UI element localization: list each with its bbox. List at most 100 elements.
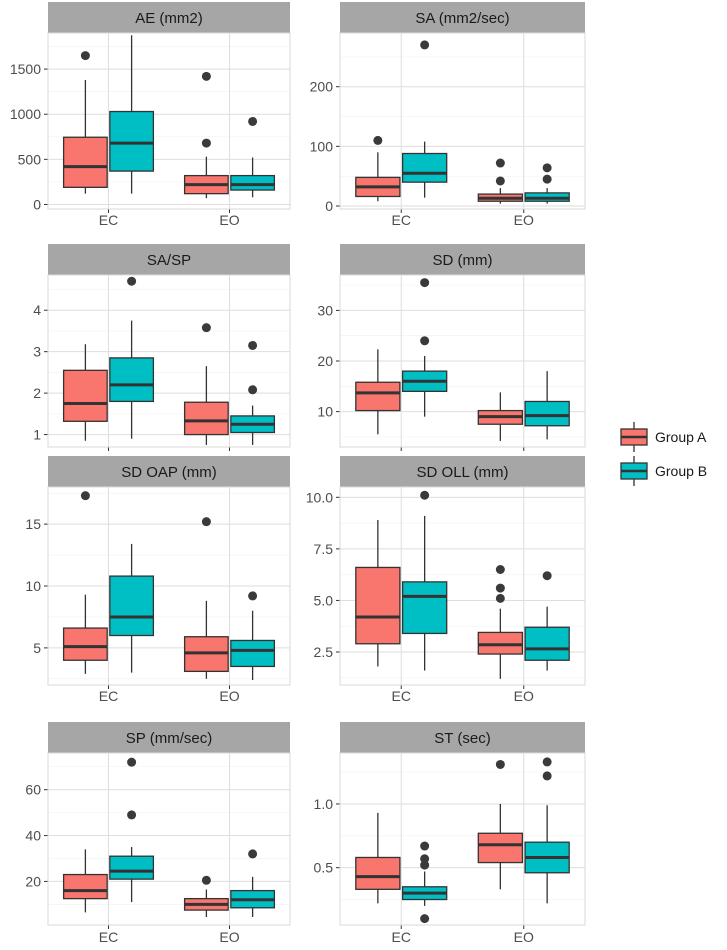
outlier-point — [542, 771, 552, 781]
outlier-point — [542, 163, 552, 173]
legend-label: Group B — [655, 463, 707, 479]
panel-strip — [340, 244, 585, 275]
outlier-point — [495, 176, 505, 186]
box-group-b-eo — [230, 340, 276, 445]
x-tick-label: EO — [514, 929, 534, 945]
box-body — [62, 627, 108, 661]
box-group-b-ec — [109, 757, 155, 903]
outlier-point — [495, 158, 505, 168]
panel-st-sec: ST (sec) 0.5 1.0 EC EO — [314, 722, 586, 945]
box-body — [62, 136, 108, 188]
box-group-b-ec — [401, 278, 448, 417]
panel-sd-oll-mm: SD OLL (mm) 2.5 5.0 7.5 10.0 EC EO — [306, 456, 586, 704]
box-group-a-ec — [62, 51, 108, 194]
x-tick-label: EO — [219, 688, 239, 704]
box-group-b-ec — [109, 543, 155, 673]
y-tick-label: 20 — [317, 353, 333, 369]
box-body — [401, 152, 448, 183]
panel-border — [47, 274, 291, 448]
panel-title: SA/SP — [147, 252, 191, 269]
outlier-point — [420, 336, 430, 346]
x-tick-label: EC — [392, 212, 411, 228]
y-tick-label: 10 — [25, 578, 41, 594]
panel-title: ST (sec) — [434, 730, 490, 747]
box-body — [230, 174, 276, 191]
box-group-b-ec — [401, 40, 448, 198]
outlier-point — [420, 841, 430, 851]
outlier-point — [420, 490, 430, 500]
box-body — [109, 575, 155, 637]
y-tick-label: 1000 — [10, 106, 41, 122]
outlier-point — [127, 810, 137, 820]
box-body — [230, 639, 276, 668]
outlier-point — [420, 278, 430, 288]
legend: Group A Group B — [620, 422, 707, 486]
outlier-point — [495, 565, 505, 574]
box-group-b-eo — [524, 571, 570, 671]
y-tick-label: 15 — [25, 516, 41, 532]
panel-sp-mm-sec: SP (mm/sec) 20 40 60 EC EO — [25, 722, 291, 945]
y-tick-label: 3 — [33, 344, 41, 360]
panel-sd-mm: SD (mm)102030ECEO — [317, 244, 586, 469]
box-group-a-eo — [477, 392, 524, 441]
outlier-point — [201, 875, 211, 885]
outlier-point — [542, 174, 552, 184]
panel-strip — [340, 722, 585, 753]
y-tick-label: 2 — [33, 385, 41, 401]
box-group-a-ec — [62, 491, 108, 674]
box-group-b-eo — [230, 849, 276, 917]
y-tick-label: 40 — [25, 828, 41, 844]
panel-title: AE (mm2) — [135, 10, 203, 27]
box-group-a-ec — [355, 812, 401, 904]
legend-key-group-a — [620, 422, 648, 452]
x-tick-label: EC — [392, 929, 411, 945]
y-tick-label: 10.0 — [306, 489, 333, 505]
y-tick-label: 5 — [33, 640, 41, 656]
panel-title: SD OAP (mm) — [121, 464, 217, 481]
y-tick-label: 200 — [310, 79, 334, 95]
x-tick-label: EC — [99, 688, 118, 704]
legend-key-group-b — [620, 456, 648, 486]
box-body — [477, 832, 524, 864]
box-group-a-ec — [355, 135, 401, 202]
y-tick-label: 1500 — [10, 61, 41, 77]
panel-border — [47, 486, 291, 686]
y-tick-label: 500 — [18, 151, 42, 167]
panel-sa-mm2-sec: SA (mm2/sec) 0 100 200 EC EO — [310, 2, 586, 228]
box-group-a-eo — [183, 71, 229, 199]
panel-title: SP (mm/sec) — [126, 730, 212, 747]
box-group-a-eo — [477, 759, 524, 890]
box-group-a-eo — [477, 565, 524, 679]
outlier-point — [127, 276, 137, 286]
x-tick-label: EO — [219, 212, 239, 228]
x-tick-label: EO — [219, 929, 239, 945]
box-group-b-ec — [109, 276, 155, 439]
box-body — [355, 856, 401, 890]
box-group-a-ec — [62, 849, 108, 913]
box-group-a-ec — [355, 349, 401, 435]
box-body — [183, 401, 229, 436]
box-body — [109, 110, 155, 172]
outlier-point — [420, 860, 430, 870]
panel-title: SD (mm) — [433, 252, 493, 269]
panel-title: SA (mm2/sec) — [415, 10, 509, 27]
box-group-a-ec — [355, 520, 401, 667]
y-tick-label: 0.5 — [314, 860, 334, 876]
panel-sa-sp: SA/SP1234ECEO — [33, 244, 291, 469]
y-tick-label: 100 — [310, 138, 334, 154]
outlier-point — [248, 116, 258, 126]
panel-strip — [48, 722, 290, 753]
outlier-point — [127, 757, 137, 767]
outlier-point — [201, 517, 211, 527]
panel-border — [339, 486, 586, 686]
outlier-point — [420, 40, 430, 50]
panel-strip — [340, 2, 585, 33]
y-tick-label: 10 — [317, 404, 333, 420]
box-group-b-eo — [230, 116, 276, 198]
box-body — [477, 631, 524, 655]
panel-border — [47, 32, 291, 210]
box-body — [62, 369, 108, 422]
outlier-point — [80, 51, 90, 61]
x-tick-label: EC — [99, 929, 118, 945]
